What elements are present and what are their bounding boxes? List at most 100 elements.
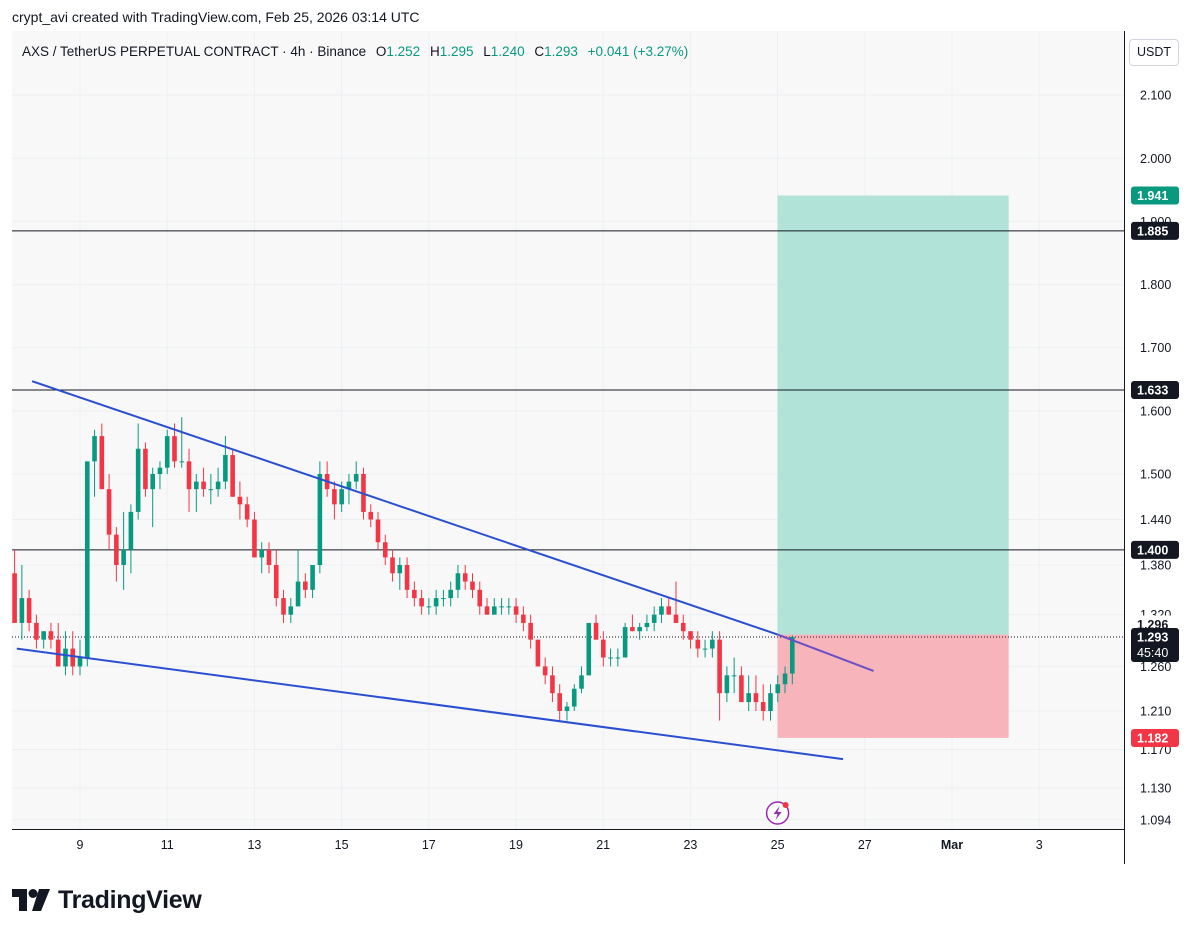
candle-body: [179, 461, 185, 463]
candle-body: [26, 598, 32, 623]
price-tick-label: 1.260: [1140, 660, 1171, 674]
candle-body: [768, 693, 773, 711]
candle-body: [259, 549, 265, 558]
trendline-lower: [16, 647, 844, 761]
candle-body: [252, 519, 257, 558]
candle-body: [201, 481, 206, 490]
candle-body: [223, 455, 228, 482]
candle-body: [695, 639, 701, 649]
price-label-level-text: 1.633: [1137, 384, 1168, 398]
candle-body: [680, 622, 686, 632]
candle-body: [164, 436, 170, 468]
close-value: 1.293: [544, 44, 578, 59]
price-label-level: [1131, 381, 1179, 400]
candle-body: [564, 706, 570, 711]
candle-body: [281, 598, 286, 615]
candle-body: [586, 622, 592, 676]
candle-body: [637, 627, 642, 632]
high-value: 1.295: [439, 44, 474, 59]
candle-body: [194, 481, 199, 490]
currency-button[interactable]: USDT: [1129, 39, 1179, 66]
candlestick-chart[interactable]: 2.1002.0001.9001.8001.7001.6001.5001.440…: [12, 31, 1186, 864]
tradingview-wordmark: TradingView: [58, 885, 202, 914]
candle-body: [99, 436, 105, 490]
candle-body: [353, 474, 359, 482]
time-tick-label: 11: [161, 838, 174, 852]
notification-dot: [782, 802, 789, 808]
price-tick-label: 1.700: [1140, 341, 1171, 355]
price-label-level-text: 1.400: [1137, 543, 1168, 557]
candle-body: [760, 702, 766, 711]
candle-body: [317, 474, 323, 565]
price-tick-label: 1.210: [1140, 705, 1171, 719]
time-tick-label: 17: [422, 838, 436, 852]
close-label: C: [534, 44, 545, 59]
candle-body: [550, 675, 555, 694]
candle-body: [593, 622, 599, 640]
candle-body: [499, 606, 504, 608]
time-tick-label: 25: [771, 838, 785, 852]
candle-body: [339, 489, 344, 505]
price-label-current-text: 1.293: [1137, 631, 1168, 645]
candle-body: [419, 598, 424, 607]
low-label: L: [483, 44, 491, 59]
price-label-stop: [1131, 728, 1179, 747]
candle-body: [215, 481, 221, 490]
candle-body: [615, 657, 621, 659]
candle-body: [34, 622, 39, 640]
candle-body: [513, 606, 519, 615]
candle-body: [266, 549, 272, 565]
price-tick-label: 1.094: [1140, 813, 1171, 827]
lightning-icon: [773, 806, 782, 820]
symbol-legend: AXS / TetherUS PERPETUAL CONTRACT · 4h ·…: [22, 44, 688, 59]
open-label: O: [375, 44, 387, 59]
price-tick-label: 2.100: [1140, 89, 1171, 103]
candle-body: [484, 606, 490, 615]
change-value: +0.041 (+3.27%): [587, 44, 689, 59]
symbol-name[interactable]: AXS / TetherUS PERPETUAL CONTRACT · 4h ·…: [22, 44, 367, 59]
candle-body: [426, 606, 432, 608]
candle-body: [542, 666, 548, 676]
candle-body: [12, 573, 17, 623]
candle-body: [55, 639, 61, 667]
candle-body: [528, 622, 533, 640]
candle-body: [48, 631, 54, 640]
time-scale-background: [12, 829, 1124, 864]
candle-body: [382, 542, 388, 558]
time-tick-label: 15: [335, 838, 349, 852]
candle-body: [375, 519, 381, 543]
low-value: 1.240: [490, 44, 525, 59]
candle-body: [346, 481, 352, 490]
price-label-current: [1131, 628, 1179, 662]
candle-body: [63, 648, 68, 667]
candle-body: [433, 598, 439, 607]
candle-body: [84, 461, 90, 658]
price-tick-label: 2.000: [1140, 152, 1171, 166]
candle-body: [521, 614, 526, 623]
candle-body: [135, 448, 141, 512]
candle-body: [390, 557, 395, 574]
candle-body: [70, 648, 76, 667]
candle-body: [310, 565, 315, 590]
candle-body: [571, 688, 577, 707]
candle-body: [535, 639, 541, 667]
candle-body: [41, 631, 46, 640]
trendline-upper: [31, 380, 778, 636]
chart-credit: crypt_avi created with TradingView.com, …: [12, 9, 420, 25]
chart-frame[interactable]: 2.1002.0001.9001.8001.7001.6001.5001.440…: [12, 31, 1186, 864]
candle-body: [244, 504, 250, 520]
candle-body: [477, 589, 483, 607]
candle-body: [601, 639, 606, 658]
price-tick-label: 1.600: [1140, 404, 1171, 418]
candle-body: [106, 489, 112, 535]
candle-body: [782, 673, 788, 685]
time-tick-label: 13: [247, 838, 261, 852]
candle-body: [208, 489, 214, 491]
tradingview-logo: TradingView: [12, 884, 202, 916]
candle-body: [775, 684, 781, 694]
time-tick-label: Mar: [941, 838, 963, 852]
open-value: 1.252: [386, 44, 421, 59]
trendline-upper-extension: [777, 633, 874, 672]
candle-body: [789, 637, 795, 674]
candle-body: [688, 631, 693, 640]
